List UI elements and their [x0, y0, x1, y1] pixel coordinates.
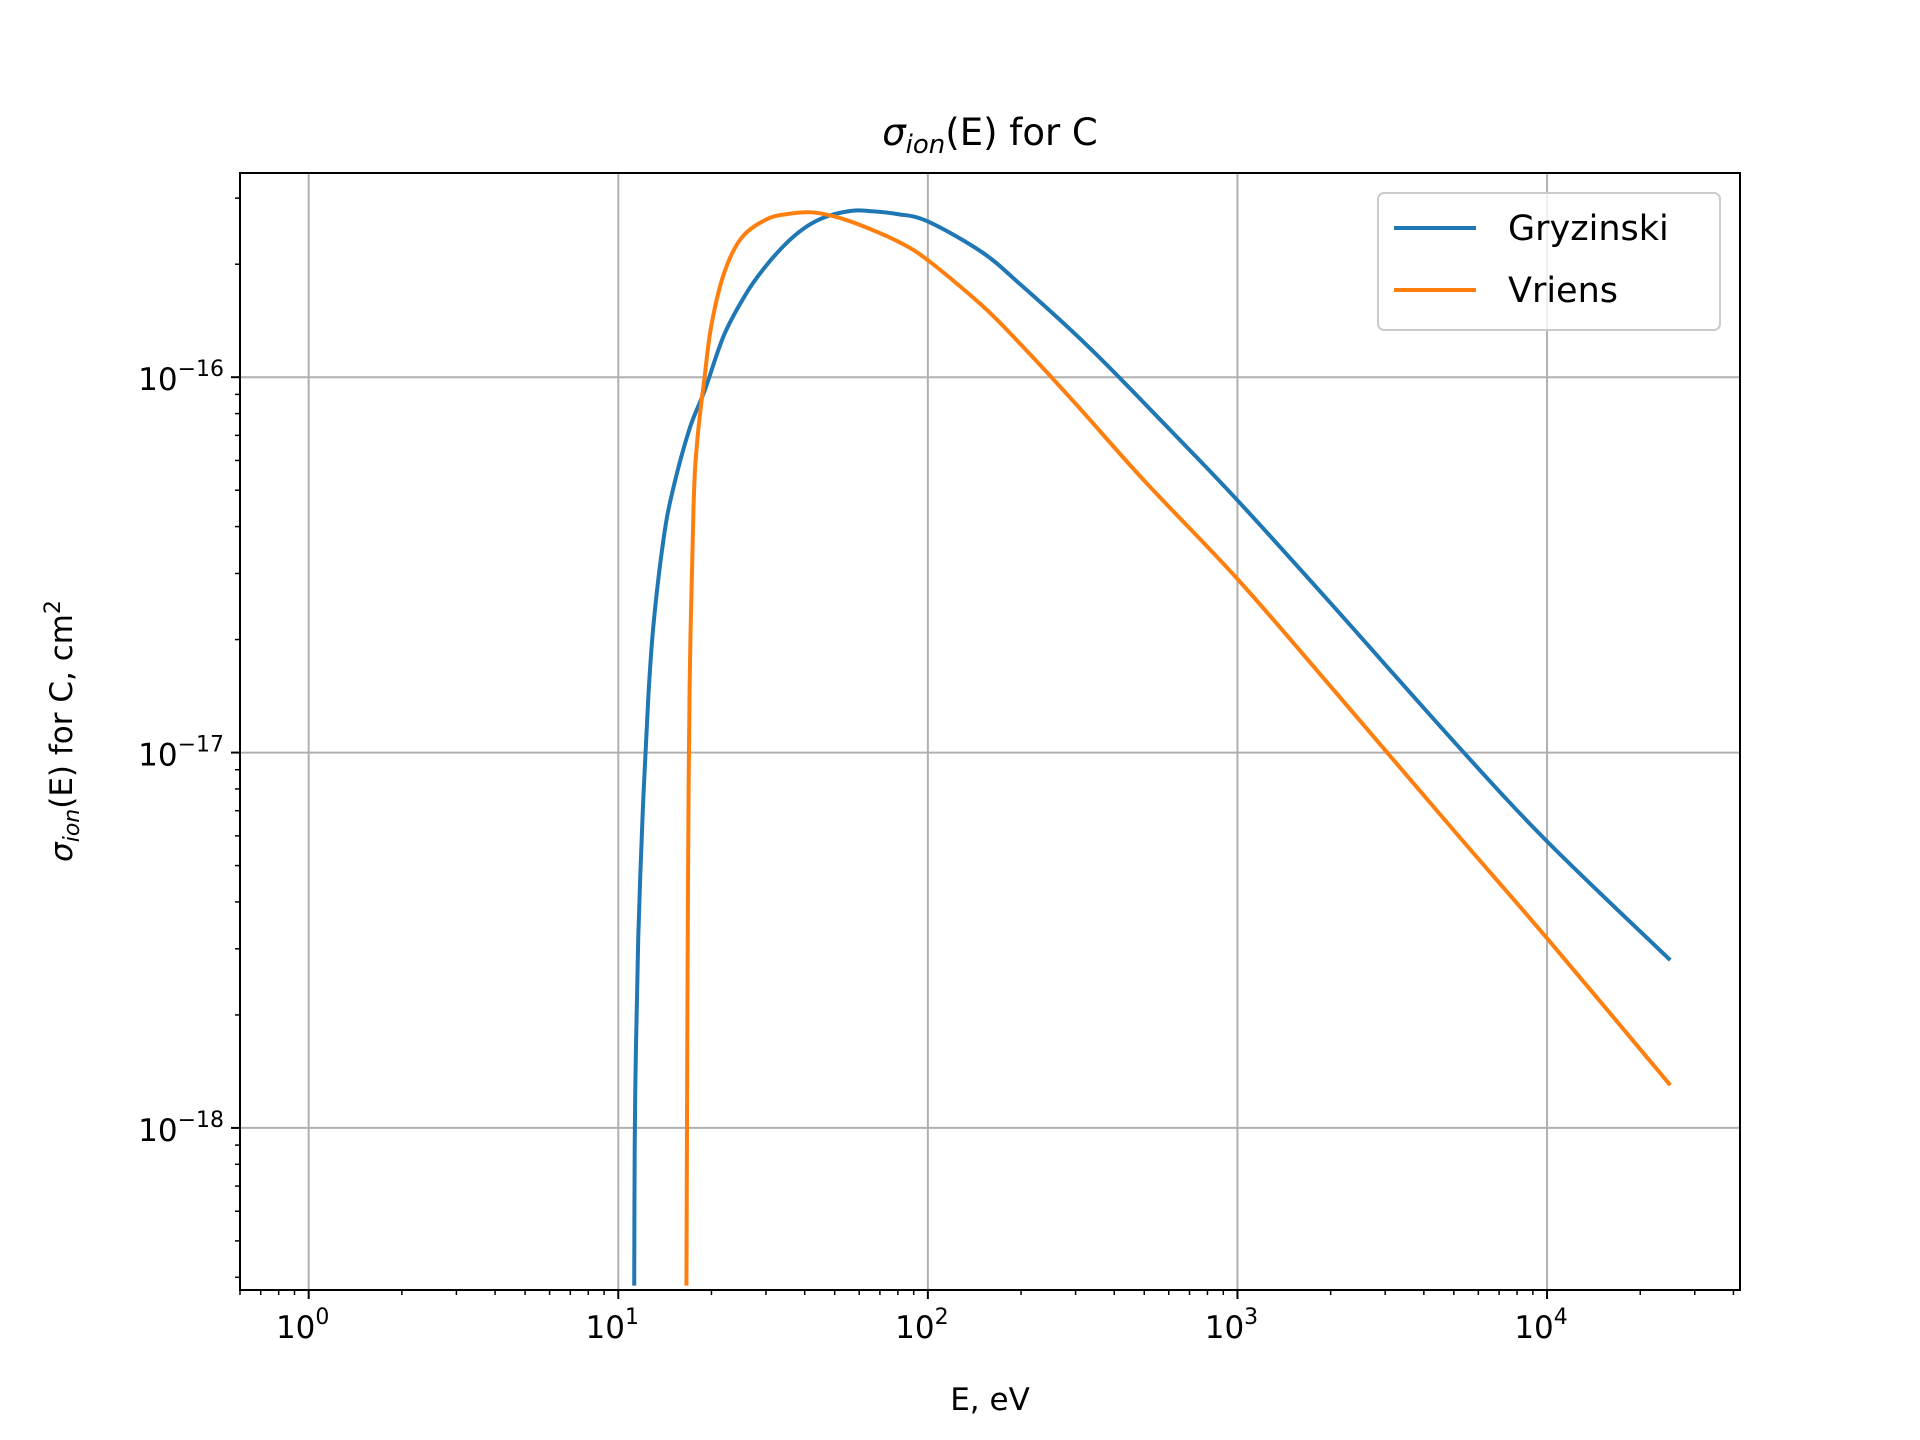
legend: Gryzinski Vriens — [1377, 192, 1721, 331]
plot-frame — [239, 172, 1741, 1291]
legend-label-gryzinski: Gryzinski — [1508, 209, 1669, 249]
series-line-gryzinski — [632, 208, 1672, 1286]
y-tick-label: 10−18 — [138, 1108, 224, 1149]
y-tick-label: 10−17 — [138, 733, 224, 774]
x-tick-label: 103 — [1205, 1305, 1258, 1346]
grid — [240, 173, 1740, 1290]
chart-title: σion(E) for C — [882, 111, 1098, 160]
x-tick-label: 104 — [1514, 1305, 1567, 1346]
major-ticks — [231, 376, 1549, 1299]
y-tick-labels: 10−16 10−17 10−18 — [138, 357, 224, 1149]
series-layer — [632, 208, 1672, 1286]
x-tick-label: 102 — [895, 1305, 948, 1346]
plot-background — [240, 173, 1740, 1290]
series-line-vriens — [684, 210, 1672, 1286]
y-axis-label: σion(E) for C, cm2 — [41, 600, 85, 862]
x-axis-label: E, eV — [950, 1382, 1030, 1418]
x-tick-label: 100 — [276, 1305, 329, 1346]
y-tick-label: 10−16 — [138, 357, 224, 398]
x-tick-labels: 100 101 102 103 104 — [276, 1305, 1568, 1346]
legend-label-vriens: Vriens — [1508, 271, 1618, 311]
x-tick-label: 101 — [586, 1305, 639, 1346]
